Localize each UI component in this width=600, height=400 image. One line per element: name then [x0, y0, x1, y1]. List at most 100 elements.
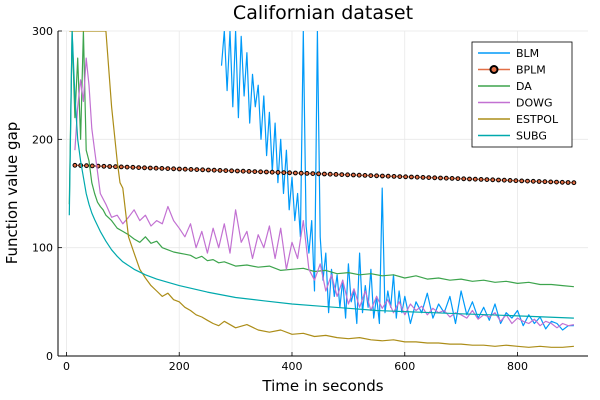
data-point [403, 174, 409, 180]
data-point [223, 168, 229, 174]
data-point [333, 172, 339, 177]
x-tick-label: 400 [281, 360, 302, 373]
data-point [513, 178, 519, 184]
legend-box [471, 41, 573, 148]
data-point [298, 170, 304, 176]
data-point [530, 178, 536, 184]
y-axis-label: Function value gap [3, 122, 21, 265]
data-point [414, 174, 420, 180]
legend-label-bplm: BPLM [516, 64, 546, 77]
data-point [113, 164, 118, 170]
data-point [432, 175, 438, 181]
series-bplm-markers [72, 162, 577, 186]
data-point [182, 166, 188, 172]
data-point [72, 162, 78, 168]
data-point [356, 172, 362, 178]
data-point [467, 176, 472, 182]
data-point [171, 166, 177, 172]
series-da-line [68, 31, 574, 288]
data-point [118, 164, 124, 170]
y-tick-label: 100 [32, 242, 53, 255]
data-point [443, 175, 449, 181]
data-point [107, 164, 113, 169]
data-point [142, 165, 147, 171]
legend-label-da: DA [516, 80, 532, 93]
data-point [472, 176, 478, 182]
data-point [397, 174, 403, 180]
chart-title: Californian dataset [233, 2, 413, 24]
data-point [542, 179, 548, 185]
series-blm-line [220, 31, 574, 331]
legend-label-blm: BLM [516, 47, 539, 60]
data-point [84, 163, 89, 169]
data-point [211, 167, 217, 173]
y-tick-label: 300 [32, 25, 53, 38]
data-point [293, 170, 298, 176]
data-point [426, 175, 432, 181]
data-point [252, 169, 258, 175]
data-point [89, 163, 95, 169]
legend-label-subg: SUBG [516, 130, 547, 143]
x-tick-label: 800 [507, 360, 528, 373]
data-point [519, 178, 525, 184]
legend-label-dowg: DOWG [516, 97, 553, 110]
data-point [101, 163, 107, 169]
series-group [68, 31, 577, 348]
data-point [304, 171, 310, 176]
data-point [449, 176, 455, 181]
data-point [438, 175, 443, 181]
data-point [409, 174, 414, 180]
data-point [548, 179, 554, 185]
data-point [281, 170, 287, 176]
data-point [484, 177, 490, 183]
data-point [136, 165, 142, 171]
data-point [351, 172, 356, 178]
data-point [264, 169, 269, 175]
data-point [478, 177, 484, 182]
x-tick-label: 600 [394, 360, 415, 373]
data-point [536, 179, 542, 184]
data-point [322, 171, 327, 177]
series-subg-line [68, 31, 574, 319]
data-point [130, 164, 136, 170]
data-point [565, 180, 571, 185]
data-point [177, 166, 182, 172]
data-point [420, 175, 426, 180]
data-point [240, 168, 246, 174]
data-point [571, 180, 577, 186]
data-point [165, 166, 171, 172]
data-point [490, 177, 496, 183]
data-point [380, 173, 385, 179]
x-tick-label: 200 [169, 360, 190, 373]
data-point [559, 179, 565, 185]
data-point [461, 176, 467, 182]
x-axis-label: Time in seconds [261, 377, 383, 395]
data-point [327, 171, 333, 177]
data-point [200, 167, 206, 173]
data-point [525, 178, 530, 184]
data-point [206, 167, 211, 173]
data-point [362, 173, 368, 178]
data-point [159, 166, 165, 171]
data-point [316, 171, 322, 177]
data-point [310, 171, 316, 177]
data-point [507, 178, 513, 183]
data-point [391, 174, 397, 179]
data-point [275, 170, 281, 175]
data-point [246, 169, 252, 174]
data-point [194, 167, 200, 173]
data-point [217, 168, 223, 173]
data-point [554, 179, 559, 185]
data-point [229, 168, 235, 174]
data-point [368, 173, 374, 179]
y-tick-label: 0 [46, 350, 53, 363]
series-estpol-line [69, 31, 574, 348]
data-point [235, 168, 240, 174]
data-point [455, 176, 461, 182]
legend-label-estpol: ESTPOL [516, 113, 559, 126]
data-point [385, 173, 391, 179]
data-point [501, 177, 507, 183]
x-tick-label: 0 [63, 360, 70, 373]
data-point [374, 173, 380, 179]
